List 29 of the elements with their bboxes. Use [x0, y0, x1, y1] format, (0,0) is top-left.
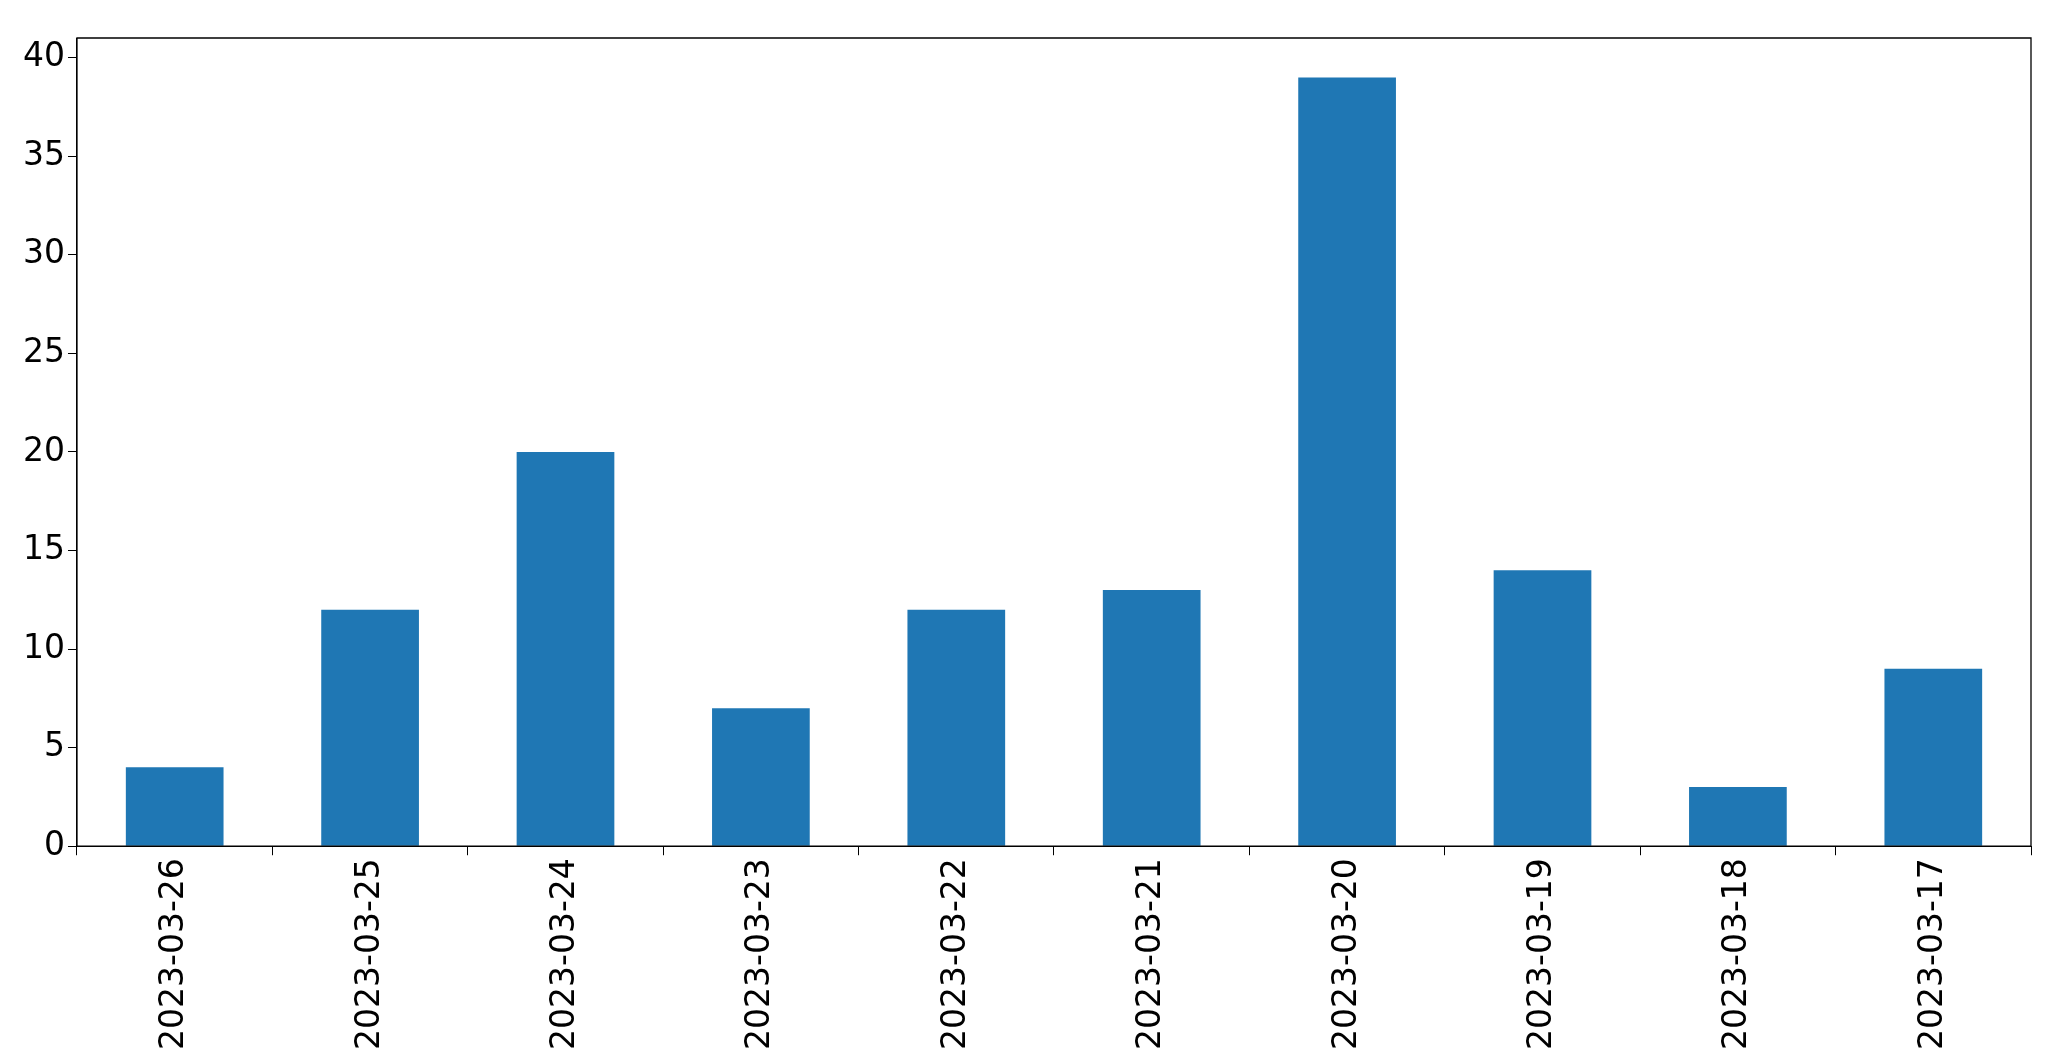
bar — [1102, 589, 1201, 846]
x-tick-label: 2023-03-25 — [347, 858, 387, 1050]
x-tick-label: 2023-03-26 — [152, 858, 192, 1050]
x-tick-label: 2023-03-24 — [543, 858, 583, 1050]
x-tick-label: 2023-03-21 — [1129, 858, 1169, 1050]
x-tick-label: 2023-03-18 — [1715, 858, 1755, 1050]
x-tick-label: 2023-03-19 — [1520, 858, 1560, 1050]
bar — [1298, 77, 1396, 846]
y-tick-label: 40 — [22, 35, 65, 75]
y-tick-label: 15 — [22, 528, 65, 568]
y-tick-label: 20 — [22, 429, 65, 469]
bar — [1493, 570, 1592, 846]
bar — [712, 708, 810, 846]
y-tick-label: 5 — [43, 725, 65, 765]
x-tick-label: 2023-03-23 — [738, 858, 778, 1050]
bar — [907, 609, 1006, 846]
y-tick-label: 0 — [43, 823, 65, 863]
bar — [321, 609, 419, 846]
y-tick-label: 10 — [22, 626, 65, 666]
bar — [516, 451, 615, 846]
y-tick-label: 30 — [22, 232, 65, 272]
x-tick-label: 2023-03-22 — [933, 858, 973, 1050]
y-tick-label: 25 — [22, 330, 65, 370]
bar — [1884, 668, 1983, 846]
bar — [1689, 787, 1787, 846]
x-tick-label: 2023-03-20 — [1324, 858, 1364, 1050]
x-tick-label: 2023-03-17 — [1910, 858, 1950, 1050]
bar — [125, 767, 224, 846]
y-tick-label: 35 — [22, 133, 65, 173]
